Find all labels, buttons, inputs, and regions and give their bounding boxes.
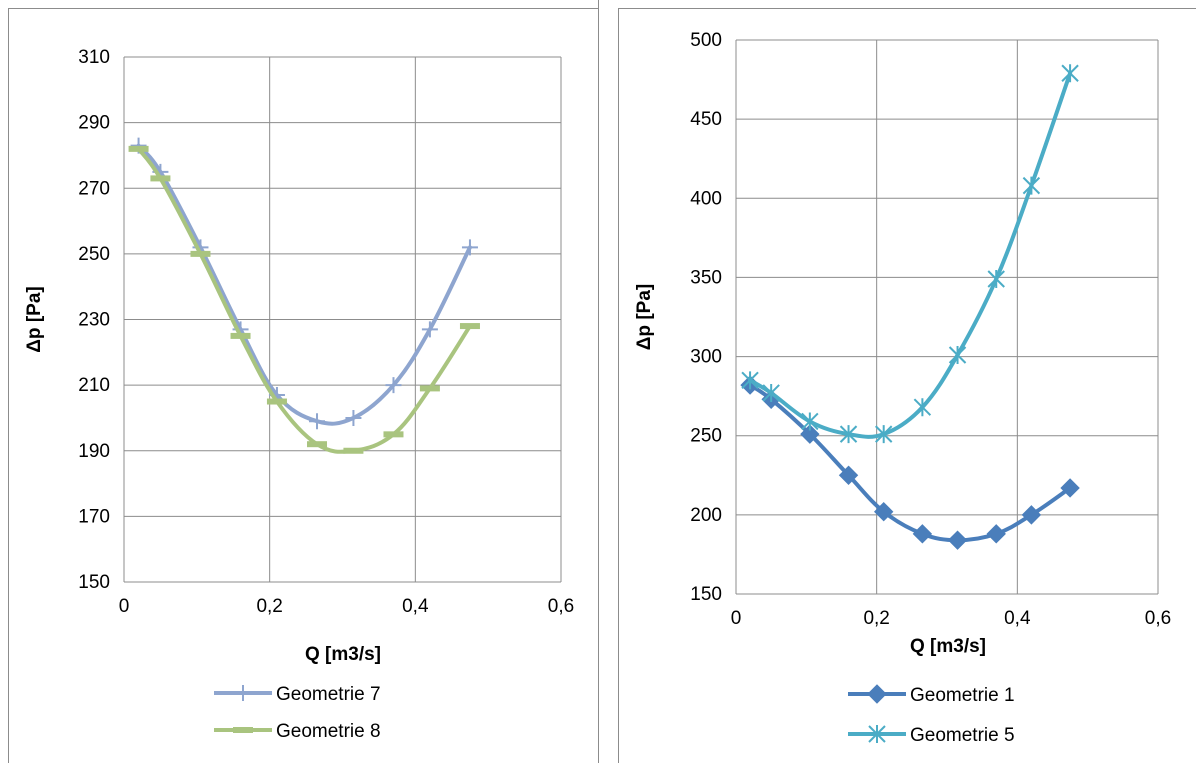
y-axis-title: Δp [Pa]: [24, 286, 45, 352]
y-tick-label: 290: [78, 113, 110, 134]
data-point-marker: [950, 346, 966, 364]
x-tick-label: 0,6: [548, 596, 574, 617]
data-point-marker: [1062, 64, 1078, 82]
grid-lines: [124, 57, 561, 582]
legend-label: Geometrie 8: [276, 721, 381, 742]
data-point-marker: [988, 270, 1004, 288]
legend-entry: Geometrie 8: [214, 721, 381, 742]
data-point-marker: [987, 525, 1005, 543]
series-line: [750, 385, 1070, 540]
y-tick-label: 350: [690, 267, 722, 288]
legend-swatch-marker: [233, 727, 253, 733]
x-axis-title: Q [m3/s]: [305, 644, 381, 665]
data-point-marker: [462, 239, 478, 255]
data-point-marker: [949, 531, 967, 549]
series-line: [750, 73, 1070, 437]
legend-entry: Geometrie 7: [214, 684, 381, 705]
y-tick-label: 300: [690, 347, 722, 368]
frame-left-top: [8, 8, 598, 9]
chart-left-svg: 0 0,2 0,4 0,6 150 170 190 210 230 250 270 290 310 Q […: [0, 0, 598, 763]
y-tick-label: 170: [78, 506, 110, 527]
series-line: [139, 149, 470, 452]
x-tick-label: 0: [731, 608, 742, 629]
series-line: [139, 146, 470, 424]
data-point-marker: [1023, 177, 1039, 195]
chart-panel-left: 0 0,2 0,4 0,6 150 170 190 210 230 250 270 290 310 Q […: [0, 0, 598, 763]
y-tick-label: 450: [690, 109, 722, 130]
data-point-marker: [460, 323, 480, 329]
data-point-marker: [343, 448, 363, 454]
y-tick-label: 310: [78, 47, 110, 68]
legend-entry: Geometrie 5: [848, 725, 1015, 746]
y-tick-label: 270: [78, 178, 110, 199]
frame-left-edge: [8, 8, 9, 763]
data-point-marker: [231, 333, 251, 339]
data-point-marker: [422, 321, 438, 337]
y-tick-label: 500: [690, 30, 722, 51]
frame-right-edge: [618, 8, 619, 763]
x-tick-label: 0,6: [1145, 608, 1171, 629]
data-point-marker: [190, 251, 210, 257]
frame-right-top: [618, 8, 1196, 9]
y-tick-label: 190: [78, 441, 110, 462]
data-point-marker: [802, 412, 818, 430]
y-tick-label: 400: [690, 188, 722, 209]
data-point-marker: [309, 413, 325, 429]
x-tick-label: 0,2: [256, 596, 282, 617]
x-tick-label: 0,2: [863, 608, 889, 629]
legend-label: Geometrie 7: [276, 684, 381, 705]
data-point-marker: [420, 385, 440, 391]
y-tick-label: 210: [78, 375, 110, 396]
legend-swatch-marker: [868, 685, 886, 703]
data-point-marker: [129, 146, 149, 152]
x-tick-label: 0: [119, 596, 130, 617]
y-tick-label: 150: [78, 572, 110, 593]
series-2: [742, 64, 1078, 443]
data-point-marker: [307, 441, 327, 447]
data-point-marker: [345, 410, 361, 426]
legend-swatch-marker: [235, 685, 251, 701]
y-tick-label: 250: [690, 426, 722, 447]
data-point-marker: [150, 175, 170, 181]
data-point-marker: [383, 431, 403, 437]
y-tick-label: 250: [78, 244, 110, 265]
chart-right-svg: 0 0,2 0,4 0,6 150 200 250 300 350 400 450 500 Q [m3/…: [598, 0, 1196, 763]
y-axis-title: Δp [Pa]: [634, 284, 655, 350]
frame-divider: [598, 0, 599, 763]
y-tick-label: 230: [78, 310, 110, 331]
y-tick-label: 150: [690, 584, 722, 605]
data-point-marker: [742, 371, 758, 389]
x-tick-label: 0,4: [1004, 608, 1031, 629]
chart-panel-right: 0 0,2 0,4 0,6 150 200 250 300 350 400 450 500 Q [m3/…: [598, 0, 1196, 763]
x-axis-title: Q [m3/s]: [910, 636, 986, 657]
series-1: [741, 376, 1079, 549]
series-2: [129, 146, 480, 454]
data-point-marker: [267, 399, 287, 405]
y-tick-label: 200: [690, 505, 722, 526]
grid-lines: [736, 40, 1158, 594]
legend-label: Geometrie 5: [910, 725, 1015, 746]
legend-label: Geometrie 1: [910, 685, 1015, 706]
x-tick-label: 0,4: [402, 596, 429, 617]
data-point-marker: [914, 398, 930, 416]
data-point-marker: [913, 525, 931, 543]
legend-entry: Geometrie 1: [848, 685, 1015, 706]
